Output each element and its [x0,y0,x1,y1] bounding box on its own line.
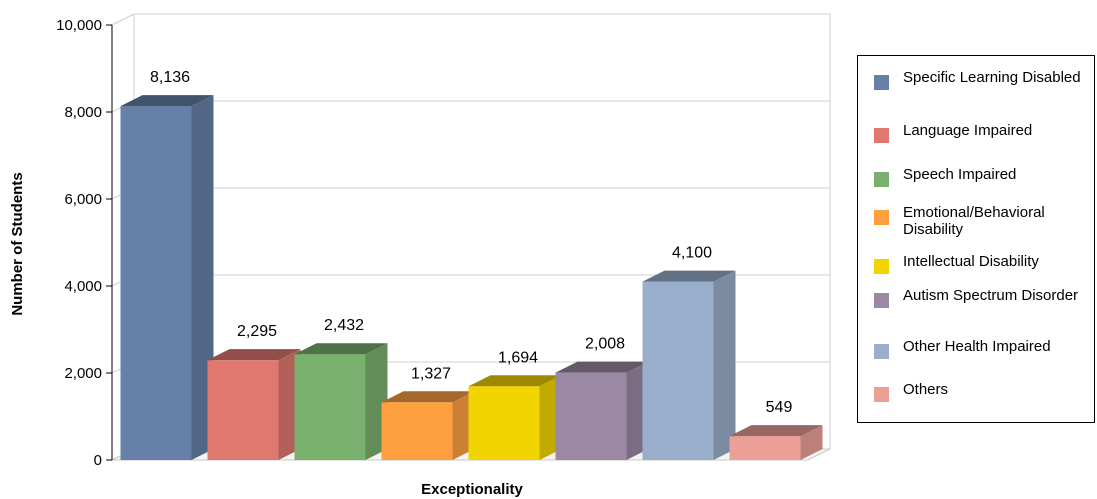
data-label: 549 [766,399,793,416]
legend-label: Others [903,381,949,398]
legend-item: Language Impaired [874,122,1088,143]
legend: Specific Learning Disabled Language Impai… [857,55,1095,423]
legend-item: Speech Impaired [874,166,1088,187]
bar-side [800,425,823,460]
legend-item: Emotional/Behavioral Disability [874,204,1088,238]
legend-label: Language Impaired [903,122,1033,139]
data-label: 2,432 [324,317,364,334]
data-label: 1,694 [498,349,538,366]
legend-label: Speech Impaired [903,166,1017,183]
bar-front [120,106,192,461]
bar-front [207,360,279,460]
legend-label: Emotional/Behavioral Disability [903,204,1045,238]
bar-front [294,354,366,460]
bar-top [207,349,301,361]
bar-top [468,375,562,387]
legend-item: Others [874,381,1088,402]
bar [294,343,388,460]
grid-line-side [111,13,135,26]
bar [729,425,823,460]
legend-label: Autism Spectrum Disorder [903,287,1079,304]
bar-top [555,361,649,373]
bars [120,95,823,461]
y-tick-label: 8,000 [64,104,102,121]
legend-swatch [874,172,889,187]
data-label: 8,136 [150,69,190,86]
data-labels: 8,136 2,295 2,432 1,327 1,694 2,008 4,100 549 [150,69,792,416]
y-tick-label: 10,000 [56,17,102,34]
legend-label: Intellectual Disability [903,253,1039,270]
bar-side [713,270,736,460]
y-tick-label: 6,000 [64,191,102,208]
bar-top [642,270,736,282]
legend-item: Intellectual Disability [874,253,1088,274]
legend-label: Specific Learning Disabled [903,69,1081,86]
bar [207,349,301,460]
y-tick-label: 0 [94,452,102,469]
bar-top [381,391,475,403]
x-axis-title: Exceptionality [421,481,523,498]
bar-front [555,372,627,460]
data-label: 2,008 [585,336,625,353]
bar [120,95,214,461]
legend-swatch [874,259,889,274]
legend-item: Other Health Impaired [874,338,1088,359]
legend-swatch [874,387,889,402]
legend-swatch [874,210,889,225]
bar [555,361,649,460]
bar [468,375,562,460]
y-tick-label: 2,000 [64,365,102,382]
bar-top [294,343,388,355]
legend-swatch [874,344,889,359]
data-label: 2,295 [237,323,277,340]
bar-front [729,436,801,460]
data-label: 4,100 [672,245,712,262]
bar-front [468,386,540,460]
legend-swatch [874,293,889,308]
data-label: 1,327 [411,365,451,382]
y-axis-title: Number of Students [9,172,26,315]
legend-label: Other Health Impaired [903,338,1051,355]
legend-item: Specific Learning Disabled [874,69,1088,90]
y-axis-ticks: 0 2,000 4,000 6,000 8,000 10,000 [56,17,113,469]
legend-swatch [874,75,889,90]
y-tick-label: 4,000 [64,278,102,295]
legend-item: Autism Spectrum Disorder [874,287,1088,308]
legend-swatch [874,128,889,143]
bar-top [120,95,214,107]
bar-front [642,281,714,460]
bar-top [729,425,823,437]
bar-front [381,402,453,460]
bar [642,270,736,460]
bar [381,391,475,460]
